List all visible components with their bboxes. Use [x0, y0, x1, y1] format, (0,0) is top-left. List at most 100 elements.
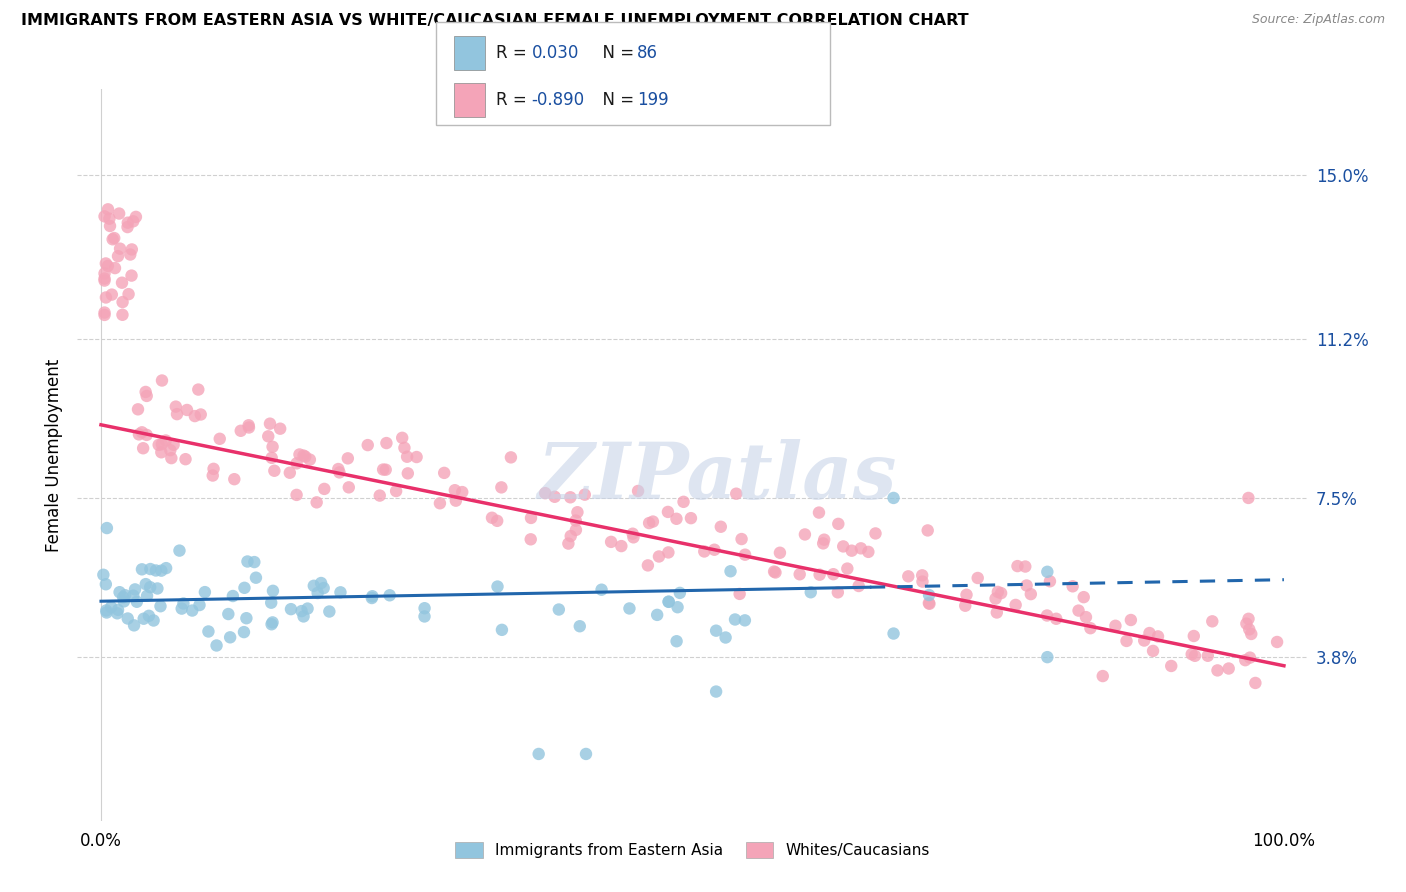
Point [918, 597, 941, 611]
Point [865, 526, 887, 541]
Point [385, 483, 408, 498]
Point [734, 548, 756, 562]
Point [568, 619, 591, 633]
Point [765, 566, 787, 580]
Point [693, 544, 716, 558]
Point [1080, 621, 1102, 635]
Point [233, 581, 256, 595]
Point [155, 434, 177, 448]
Point [1239, 650, 1261, 665]
Point [329, 585, 352, 599]
Point [1197, 648, 1219, 663]
Point [1265, 635, 1288, 649]
Point [789, 567, 811, 582]
Point [172, 597, 194, 611]
Point [288, 447, 311, 461]
Point [131, 425, 153, 440]
Point [93, 567, 115, 582]
Point [236, 554, 259, 568]
Point [166, 407, 188, 421]
Point [312, 581, 335, 595]
Point [565, 514, 588, 528]
Point [491, 623, 513, 637]
Point [318, 605, 340, 619]
Point [413, 601, 436, 615]
Text: ZIPatlas: ZIPatlas [537, 439, 897, 515]
Point [149, 599, 172, 614]
Point [132, 612, 155, 626]
Text: Source: ZipAtlas.com: Source: ZipAtlas.com [1251, 13, 1385, 27]
Point [1036, 650, 1059, 665]
Point [260, 617, 283, 632]
Point [111, 308, 134, 322]
Point [811, 536, 834, 550]
Point [176, 403, 198, 417]
Point [108, 242, 131, 256]
Point [128, 427, 150, 442]
Point [257, 429, 280, 443]
Point [122, 214, 145, 228]
Point [574, 488, 596, 502]
Point [174, 452, 197, 467]
Text: 86: 86 [637, 44, 658, 62]
Point [560, 491, 582, 505]
Point [96, 521, 118, 535]
Point [94, 577, 117, 591]
Point [1062, 579, 1084, 593]
Point [93, 210, 115, 224]
Point [337, 480, 360, 494]
Point [360, 591, 382, 605]
Point [139, 562, 162, 576]
Point [710, 520, 733, 534]
Point [1014, 559, 1036, 574]
Point [621, 526, 644, 541]
Point [808, 567, 831, 582]
Point [396, 450, 419, 464]
Point [93, 305, 115, 319]
Point [917, 524, 939, 538]
Point [575, 747, 598, 761]
Point [136, 589, 159, 603]
Point [107, 249, 129, 263]
Point [294, 450, 316, 464]
Point [165, 400, 187, 414]
Point [1039, 574, 1062, 589]
Point [205, 639, 228, 653]
Point [224, 472, 246, 486]
Point [93, 308, 115, 322]
Point [262, 615, 284, 630]
Point [111, 295, 134, 310]
Point [823, 567, 845, 582]
Point [120, 247, 142, 261]
Point [665, 634, 688, 648]
Point [600, 534, 623, 549]
Point [262, 440, 284, 454]
Point [371, 462, 394, 476]
Point [229, 424, 252, 438]
Point [1237, 612, 1260, 626]
Point [93, 267, 115, 281]
Legend: Immigrants from Eastern Asia, Whites/Caucasians: Immigrants from Eastern Asia, Whites/Cau… [449, 836, 936, 864]
Point [1074, 610, 1097, 624]
Point [148, 438, 170, 452]
Point [155, 561, 177, 575]
Point [883, 491, 905, 505]
Point [194, 585, 217, 599]
Point [638, 516, 661, 530]
Point [499, 450, 522, 465]
Point [396, 467, 419, 481]
Point [1218, 661, 1240, 675]
Point [1181, 647, 1204, 661]
Point [491, 480, 513, 494]
Point [451, 485, 474, 500]
Point [486, 514, 509, 528]
Point [769, 546, 792, 560]
Point [307, 586, 329, 600]
Point [101, 232, 124, 246]
Point [131, 562, 153, 576]
Point [122, 589, 145, 603]
Point [1133, 633, 1156, 648]
Point [201, 468, 224, 483]
Point [534, 486, 557, 500]
Point [243, 555, 266, 569]
